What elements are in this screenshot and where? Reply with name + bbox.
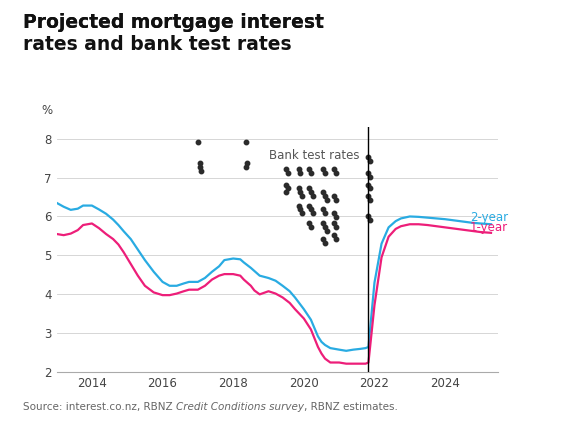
Text: Credit Conditions survey: Credit Conditions survey xyxy=(175,402,303,412)
Text: 2-year: 2-year xyxy=(470,211,508,224)
Text: Bank test rates: Bank test rates xyxy=(269,149,359,162)
Text: 1-year: 1-year xyxy=(470,221,508,234)
Text: Source: interest.co.nz, RBNZ: Source: interest.co.nz, RBNZ xyxy=(23,402,175,412)
Text: %: % xyxy=(41,104,52,117)
Text: , RBNZ estimates.: , RBNZ estimates. xyxy=(303,402,397,412)
Text: Projected mortgage interest
rates and bank test rates: Projected mortgage interest rates and ba… xyxy=(23,13,324,54)
Text: Projected mortgage interest: Projected mortgage interest xyxy=(23,13,324,32)
